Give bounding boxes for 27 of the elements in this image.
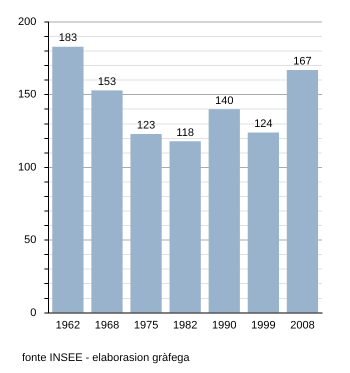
bar <box>130 134 162 312</box>
data-label: 167 <box>293 56 312 68</box>
bar <box>286 70 318 312</box>
data-label: 124 <box>254 118 273 130</box>
x-tick-label: 1962 <box>56 319 80 332</box>
bar <box>52 46 84 312</box>
bar <box>170 141 201 312</box>
x-tick-label: 1990 <box>212 319 237 332</box>
bar <box>91 90 123 312</box>
data-label: 183 <box>58 32 78 44</box>
y-tick-label: 50 <box>24 234 36 246</box>
y-tick-label: 200 <box>18 16 36 28</box>
source-note: fonte INSEE - elaborasion gràfega <box>22 352 190 364</box>
data-label: 123 <box>136 119 156 132</box>
x-tick-label: 1999 <box>251 319 276 332</box>
x-tick-label: 2008 <box>290 319 315 332</box>
y-tick-label: 0 <box>30 306 36 319</box>
data-label: 118 <box>176 126 194 139</box>
x-tick-label: 1982 <box>172 319 198 332</box>
data-label: 153 <box>98 76 116 88</box>
data-label: 140 <box>215 94 234 107</box>
bar <box>248 132 279 312</box>
bar <box>208 109 240 312</box>
x-tick-label: 1968 <box>94 319 120 332</box>
y-tick-label: 100 <box>18 161 36 174</box>
x-tick-label: 1975 <box>134 319 158 332</box>
y-tick-label: 150 <box>18 88 36 101</box>
